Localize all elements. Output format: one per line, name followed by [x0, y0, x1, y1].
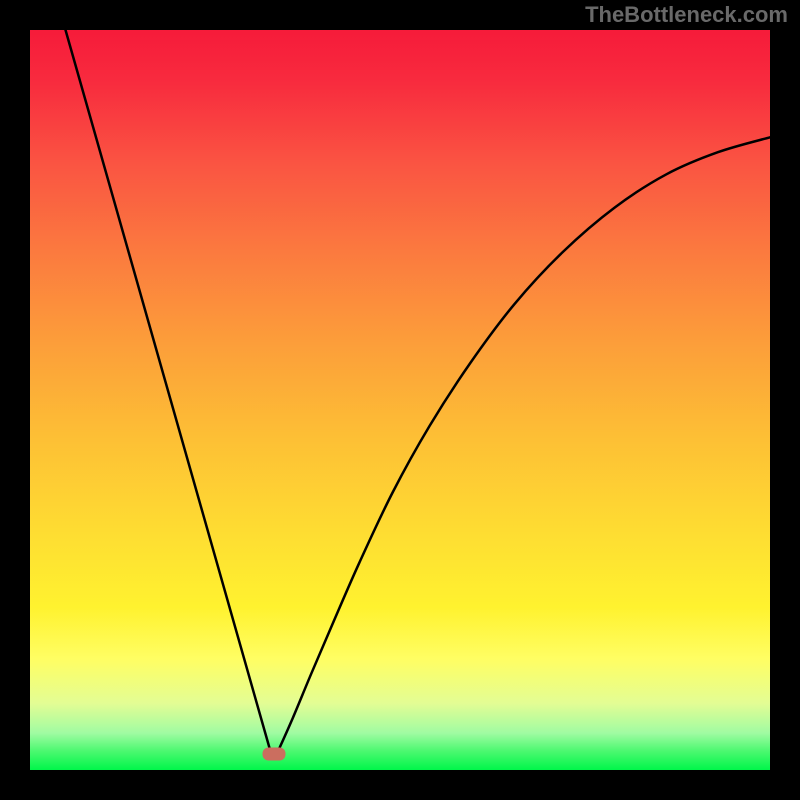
minimum-marker: [263, 747, 286, 760]
plot-area: [30, 30, 770, 770]
watermark-text: TheBottleneck.com: [585, 2, 788, 28]
marker-rect: [263, 747, 286, 760]
curve-overlay: [30, 30, 770, 770]
curve-path: [66, 30, 770, 752]
